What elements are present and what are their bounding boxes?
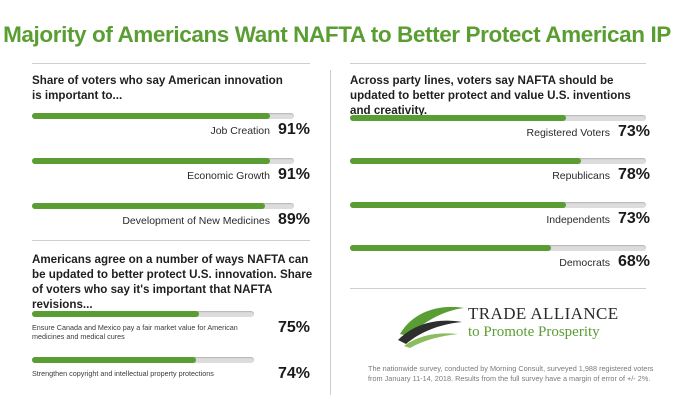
bar-track-independents bbox=[350, 202, 646, 208]
bar-label-development-of-new-medicines: Development of New Medicines bbox=[122, 215, 270, 227]
top-right-divider bbox=[350, 63, 646, 64]
bar-track-ensure-canada-and-mexico-pay-a-fair-mark bbox=[32, 311, 254, 317]
bar-strengthen-copyright-and-intellectual-pr bbox=[32, 357, 197, 363]
bar-republicans bbox=[350, 158, 581, 164]
bar-track-democrats bbox=[350, 245, 646, 251]
bar-independents bbox=[350, 202, 567, 208]
bar-value-republicans: 78% bbox=[617, 166, 650, 183]
survey-footnote: The nationwide survey, conducted by Morn… bbox=[368, 364, 654, 383]
bar-label-republicans: Republicans bbox=[552, 170, 610, 182]
bar-development-of-new-medicines bbox=[32, 203, 266, 209]
bar-value-job-creation: 91% bbox=[277, 121, 310, 138]
logo-name: TRADE ALLIANCE bbox=[468, 304, 619, 323]
bar-track-republicans bbox=[350, 158, 646, 164]
bar-ensure-canada-and-mexico-pay-a-fair-mark bbox=[32, 311, 199, 317]
center-divider bbox=[330, 70, 331, 395]
revisions-chart-heading: Americans agree on a number of ways NAFT… bbox=[32, 253, 313, 311]
bar-value-democrats: 68% bbox=[617, 253, 650, 270]
right-section-divider bbox=[350, 288, 646, 289]
logo-tagline: to Promote Prosperity bbox=[468, 324, 600, 340]
bar-label-economic-growth: Economic Growth bbox=[187, 170, 270, 182]
party-chart-heading: Across party lines, voters say NAFTA sho… bbox=[350, 74, 631, 117]
top-left-divider bbox=[32, 63, 310, 64]
bar-label-job-creation: Job Creation bbox=[210, 125, 270, 137]
bar-registered-voters bbox=[350, 115, 567, 121]
bar-economic-growth bbox=[32, 158, 271, 164]
leaf-logo-icon bbox=[398, 306, 464, 348]
bar-track-strengthen-copyright-and-intellectual-pr bbox=[32, 357, 254, 363]
bar-value-ensure-canada-and-mexico-pay-a-fair-mark: 75% bbox=[277, 319, 310, 336]
page-title: Majority of Americans Want NAFTA to Bett… bbox=[3, 22, 671, 47]
bar-track-development-of-new-medicines bbox=[32, 203, 294, 209]
bar-track-job-creation bbox=[32, 113, 294, 119]
innovation-chart-heading: Share of voters who say American innovat… bbox=[32, 74, 283, 102]
bar-value-development-of-new-medicines: 89% bbox=[277, 211, 310, 228]
bar-label-registered-voters: Registered Voters bbox=[526, 127, 610, 139]
bar-value-economic-growth: 91% bbox=[277, 166, 310, 183]
trade-alliance-logo: TRADE ALLIANCE to Promote Prosperity bbox=[396, 300, 626, 350]
bar-label-democrats: Democrats bbox=[559, 257, 610, 269]
bar-label-ensure-canada-and-mexico-pay-a-fair-mark: Ensure Canada and Mexico pay a fair mark… bbox=[32, 323, 238, 341]
bar-value-independents: 73% bbox=[617, 210, 650, 227]
bar-value-strengthen-copyright-and-intellectual-pr: 74% bbox=[277, 365, 310, 382]
bar-track-economic-growth bbox=[32, 158, 294, 164]
bar-job-creation bbox=[32, 113, 271, 119]
bar-label-strengthen-copyright-and-intellectual-pr: Strengthen copyright and intellectual pr… bbox=[32, 369, 214, 378]
bar-label-independents: Independents bbox=[546, 214, 610, 226]
bar-value-registered-voters: 73% bbox=[617, 123, 650, 140]
bar-democrats bbox=[350, 245, 552, 251]
bar-track-registered-voters bbox=[350, 115, 646, 121]
left-section-divider bbox=[32, 240, 310, 241]
